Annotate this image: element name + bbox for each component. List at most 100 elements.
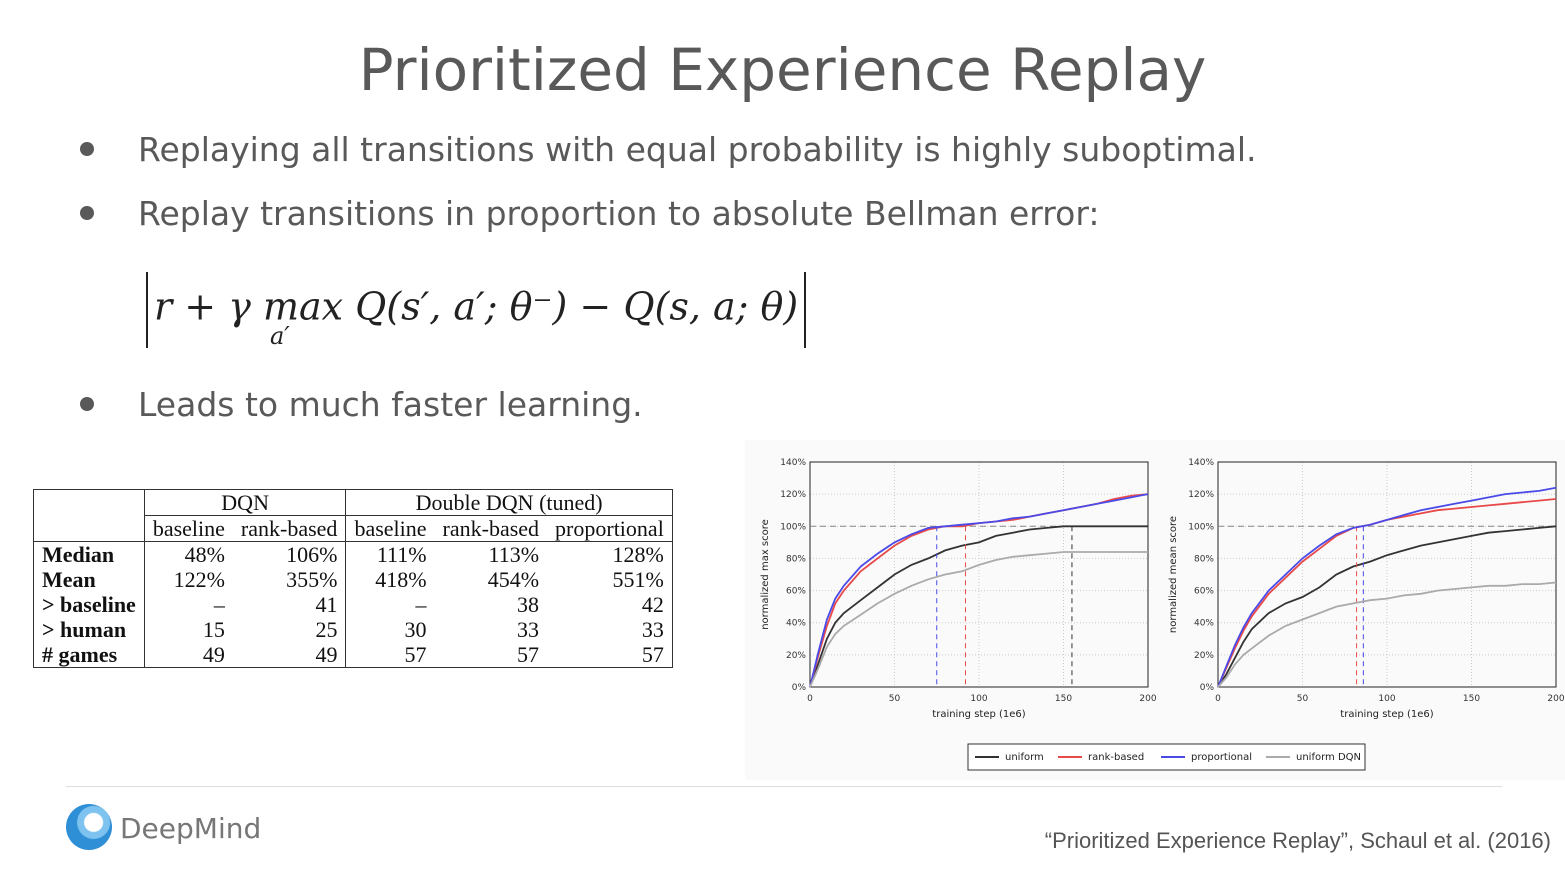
citation: “Prioritized Experience Replay”, Schaul … [1044, 828, 1551, 853]
formula-main: r + γ max Q(s′, a′; θ⁻) − Q(s, a; θ) [154, 284, 799, 329]
table-row: Mean 122% 355% 418% 454% 551% [34, 567, 673, 592]
series-line-uniform [1217, 525, 1557, 688]
legend-label: proportional [1191, 752, 1252, 763]
col-header: rank-based [232, 515, 346, 542]
y-tick-label: 20% [1194, 651, 1214, 661]
bullet-dot-icon [80, 141, 94, 156]
y-tick-label: 0% [1200, 683, 1215, 693]
results-table: DQN Double DQN (tuned) baseline rank-bas… [33, 489, 673, 668]
bullet-1-text: Replaying all transitions with equal pro… [138, 130, 1257, 169]
table-row: > human 15 25 30 33 33 [34, 617, 673, 642]
y-tick-label: 40% [786, 619, 806, 629]
legend-label: uniform DQN [1296, 752, 1361, 763]
abs-bar-right [804, 272, 807, 348]
table-row: # games 49 49 57 57 57 [34, 642, 673, 668]
bullet-2-text: Replay transitions in proportion to abso… [138, 194, 1100, 233]
cell: 122% [143, 567, 233, 592]
y-tick-label: 60% [1194, 587, 1214, 597]
cell: 57 [345, 642, 435, 668]
cell: – [143, 592, 233, 617]
col-header: rank-based [434, 515, 548, 542]
footer-divider [66, 786, 1502, 787]
col-header: baseline [143, 515, 233, 542]
y-tick-label: 80% [1194, 554, 1214, 564]
cell: 49 [143, 642, 233, 668]
cell: 42 [641, 592, 664, 617]
cell: 113% [488, 542, 540, 567]
x-tick-label: 100 [1378, 694, 1395, 704]
legend-label: rank-based [1088, 752, 1144, 763]
cell: 33 [641, 617, 664, 642]
x-tick-label: 50 [1297, 694, 1309, 704]
table-row: > baseline – 41 – 38 42 [34, 592, 673, 617]
y-tick-label: 60% [786, 587, 806, 597]
col-header: baseline [345, 515, 435, 542]
cell: 33 [517, 617, 540, 642]
logo-text: DeepMind [120, 812, 262, 845]
row-label: # games [42, 642, 118, 667]
x-tick-label: 150 [1463, 694, 1480, 704]
bullet-3: Leads to much faster learning. [80, 385, 643, 424]
x-axis-label: training step (1e6) [1340, 709, 1434, 720]
x-tick-label: 200 [1139, 694, 1156, 704]
cell: 15 [143, 617, 233, 642]
x-tick-label: 150 [1055, 694, 1072, 704]
x-tick-label: 100 [970, 694, 987, 704]
series-line-proportional [1217, 486, 1557, 688]
x-axis-label: training step (1e6) [932, 709, 1026, 720]
cell: 41 [315, 592, 338, 617]
legend-label: uniform [1005, 752, 1044, 763]
y-tick-label: 120% [780, 490, 806, 500]
table-row: Median 48% 106% 111% 113% 128% [34, 541, 673, 567]
y-axis-label: normalized max score [760, 519, 771, 630]
bullet-2: Replay transitions in proportion to abso… [80, 194, 1099, 233]
bullet-dot-icon [80, 396, 94, 411]
series-line-uniform [809, 525, 1148, 688]
group-header-dqn: DQN [143, 489, 346, 516]
learning-curves-figure: uniform rank-based proportional uniform DQN… [745, 440, 1565, 780]
formula-subscript: a′ [270, 322, 290, 350]
abs-bar-left [146, 272, 148, 348]
cell: 38 [517, 592, 540, 617]
bellman-error-formula: r + γ max Q(s′, a′; θ⁻) − Q(s, a; θ) a′ [140, 272, 812, 350]
figure-background [745, 440, 1565, 780]
y-tick-label: 140% [1188, 458, 1214, 468]
cell: 48% [143, 541, 233, 567]
y-tick-label: 120% [1188, 490, 1214, 500]
cell: 49 [315, 642, 338, 667]
series-line-uniform-DQN [809, 551, 1148, 688]
x-tick-label: 50 [889, 694, 901, 704]
bullet-dot-icon [80, 205, 94, 220]
y-axis-label: normalized mean score [1168, 516, 1179, 633]
col-header: proportional [547, 515, 673, 542]
cell: 128% [612, 542, 664, 567]
cell: 551% [612, 567, 664, 592]
row-label: Mean [42, 567, 96, 592]
table-corner [33, 489, 145, 542]
cell: 30 [345, 617, 435, 642]
row-label: > baseline [42, 592, 136, 617]
y-tick-label: 100% [1188, 522, 1214, 532]
series-line-uniform-DQN [1217, 581, 1557, 688]
cell: 57 [517, 642, 540, 667]
row-label: > human [42, 617, 127, 642]
cell: 25 [315, 617, 338, 642]
y-tick-label: 40% [1194, 619, 1214, 629]
y-tick-label: 20% [786, 651, 806, 661]
y-tick-label: 100% [780, 522, 806, 532]
cell: – [345, 592, 435, 617]
chart-legend: uniform rank-based proportional uniform DQN [967, 743, 1366, 771]
plot-frame [809, 461, 1149, 688]
cell: 355% [286, 567, 338, 592]
y-tick-label: 80% [786, 554, 806, 564]
chart-panel-2: 0% 20% 40% 60% 80% 100% 120% 140% 0 50 100 150 200 tr… [1168, 458, 1565, 720]
group-header-ddqn: Double DQN (tuned) [345, 489, 673, 516]
deepmind-logo-icon [66, 804, 112, 850]
plot-frame [1217, 461, 1557, 688]
y-tick-label: 140% [780, 458, 806, 468]
series-line-proportional [809, 493, 1149, 688]
cell: 454% [487, 567, 540, 592]
cell: 418% [345, 567, 435, 592]
cell: 111% [345, 541, 435, 567]
row-label: Median [42, 542, 115, 567]
